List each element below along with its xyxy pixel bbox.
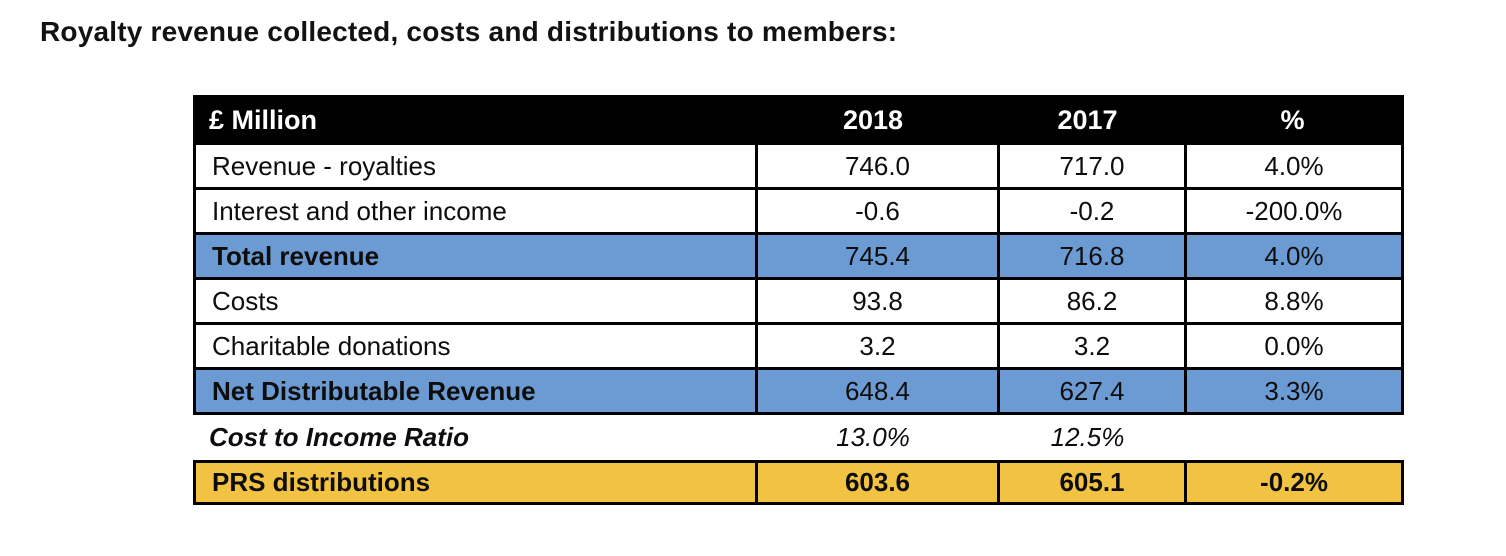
header-cell-2017: 2017 (1057, 104, 1118, 135)
cell-percent: 8.8% (1184, 280, 1401, 322)
header-cell-percent: % (1280, 104, 1305, 135)
table-row-interest-other-income: Interest and other income -0.6 -0.2 -200… (193, 190, 1404, 235)
row-label: Total revenue (212, 240, 380, 271)
row-label: Net Distributable Revenue (212, 375, 536, 406)
table-row-cost-to-income-ratio: Cost to Income Ratio 13.0% 12.5% (193, 415, 1404, 460)
cell-2018: -0.6 (755, 190, 997, 232)
cell-percent: 4.0% (1184, 235, 1401, 277)
row-label: Charitable donations (212, 330, 451, 361)
cell-2018: 13.0% (836, 422, 910, 452)
cell-2018: 746.0 (755, 145, 997, 187)
table-row-net-distributable-revenue: Net Distributable Revenue 648.4 627.4 3.… (193, 370, 1404, 415)
row-label: Interest and other income (212, 195, 507, 226)
cell-2018: 648.4 (755, 370, 997, 412)
cell-2017: -0.2 (997, 190, 1184, 232)
table-row-costs: Costs 93.8 86.2 8.8% (193, 280, 1404, 325)
cell-percent: -0.2% (1184, 463, 1401, 502)
table-row-total-revenue: Total revenue 745.4 716.8 4.0% (193, 235, 1404, 280)
row-label: Costs (212, 285, 279, 316)
cell-2017: 86.2 (997, 280, 1184, 322)
cell-2017: 3.2 (997, 325, 1184, 367)
cell-2017: 12.5% (1050, 422, 1125, 452)
table-row-prs-distributions: PRS distributions 603.6 605.1 -0.2% (193, 460, 1404, 505)
row-label: PRS distributions (212, 467, 431, 497)
header-cell-2018: 2018 (842, 104, 904, 135)
row-label: Cost to Income Ratio (209, 422, 470, 452)
table-row-revenue-royalties: Revenue - royalties 746.0 717.0 4.0% (193, 145, 1404, 190)
cell-2018: 3.2 (755, 325, 997, 367)
cell-percent: 3.3% (1184, 370, 1401, 412)
cell-percent: 0.0% (1184, 325, 1401, 367)
table-header-row: £ Million 2018 2017 % (193, 95, 1404, 145)
page-title: Royalty revenue collected, costs and dis… (40, 16, 898, 47)
cell-2018: 603.6 (755, 463, 997, 502)
cell-2017: 717.0 (997, 145, 1184, 187)
cell-2017: 627.4 (997, 370, 1184, 412)
header-cell-million: £ Million (209, 104, 317, 135)
cell-percent: -200.0% (1184, 190, 1401, 232)
row-label: Revenue - royalties (212, 150, 436, 181)
table-row-charitable-donations: Charitable donations 3.2 3.2 0.0% (193, 325, 1404, 370)
cell-2017: 716.8 (997, 235, 1184, 277)
cell-percent: 4.0% (1184, 145, 1401, 187)
cell-2018: 745.4 (755, 235, 997, 277)
cell-percent (1181, 415, 1404, 460)
royalty-revenue-table: £ Million 2018 2017 % Revenue - royaltie… (193, 95, 1404, 505)
cell-2018: 93.8 (755, 280, 997, 322)
cell-2017: 605.1 (997, 463, 1184, 502)
